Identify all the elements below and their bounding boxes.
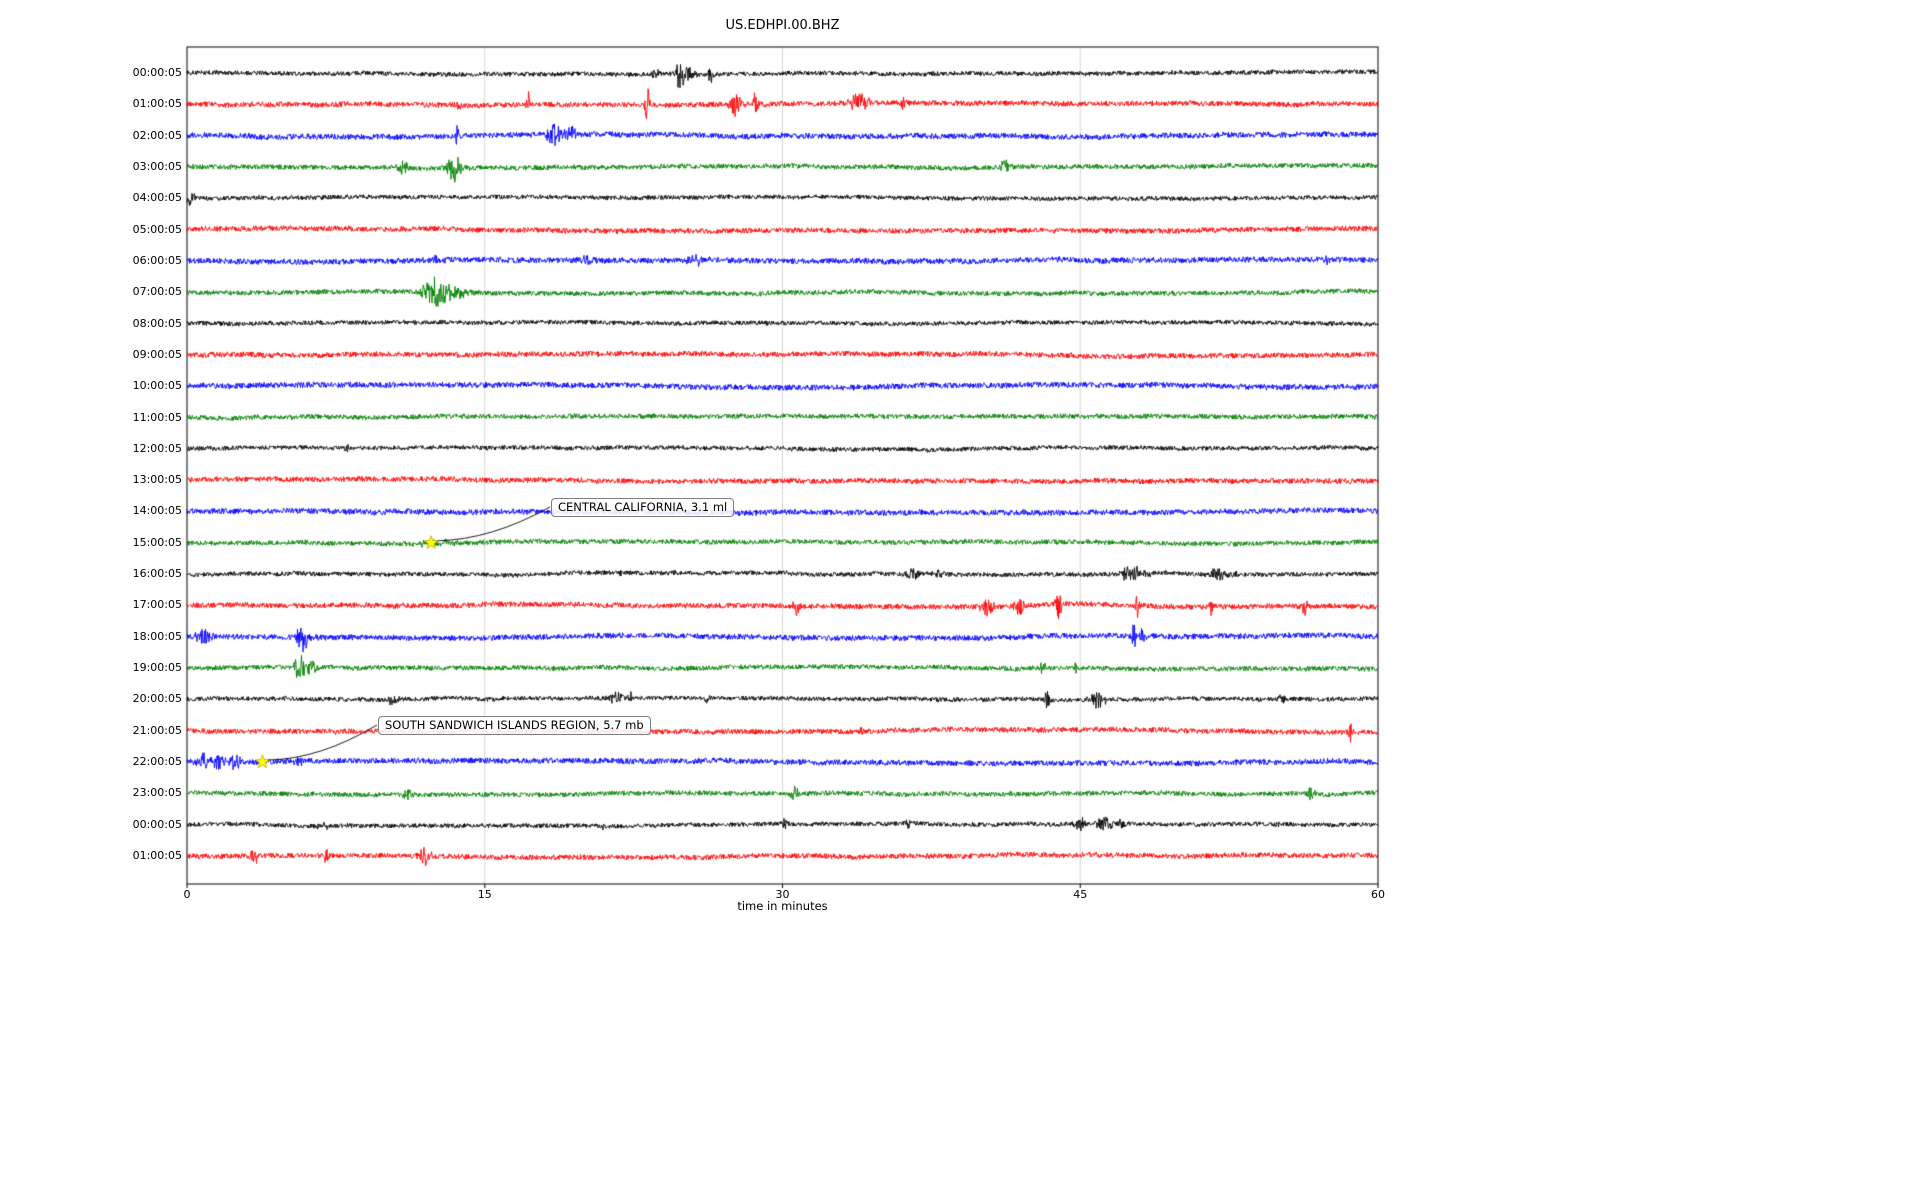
chart-title: US.EDHPI.00.BHZ [725,18,840,33]
row-time-label: 15:00:05 [132,535,182,549]
event-annotation: CENTRAL CALIFORNIA, 3.1 ml [551,498,735,517]
row-time-label: 14:00:05 [132,504,182,518]
row-time-label: 05:00:05 [132,222,182,236]
row-time-label: 04:00:05 [132,191,182,205]
x-tick-label: 0 [183,888,191,901]
row-time-label: 02:00:05 [132,128,182,142]
row-time-label: 21:00:05 [132,723,182,737]
row-time-label: 23:00:05 [132,786,182,800]
x-tick-label: 45 [1073,888,1088,901]
row-time-label: 17:00:05 [132,598,182,612]
row-time-label: 13:00:05 [132,473,182,487]
row-time-label: 09:00:05 [132,347,182,361]
x-axis-label: time in minutes [737,899,828,913]
row-time-label: 01:00:05 [132,97,182,111]
row-time-label: 20:00:05 [132,692,182,706]
row-time-label: 10:00:05 [132,379,182,393]
row-time-label: 18:00:05 [132,629,182,643]
row-time-label: 07:00:05 [132,285,182,299]
x-tick-label: 15 [477,888,492,901]
row-time-label: 01:00:05 [132,849,182,862]
row-time-label: 08:00:05 [132,316,182,330]
x-tick-label: 30 [775,888,790,901]
row-time-label: 03:00:05 [132,159,182,173]
x-tick-label: 60 [1371,888,1385,901]
row-time-label: 12:00:05 [132,441,182,455]
row-time-label: 22:00:05 [132,755,182,769]
row-time-label: 19:00:05 [132,661,182,675]
row-time-label: 11:00:05 [132,410,182,424]
row-time-label: 00:00:05 [132,817,182,831]
row-time-label: 00:00:05 [132,66,182,79]
event-annotation: SOUTH SANDWICH ISLANDS REGION, 5.7 mb [378,716,651,735]
row-time-label: 06:00:05 [132,253,182,267]
row-time-label: 16:00:05 [132,567,182,581]
